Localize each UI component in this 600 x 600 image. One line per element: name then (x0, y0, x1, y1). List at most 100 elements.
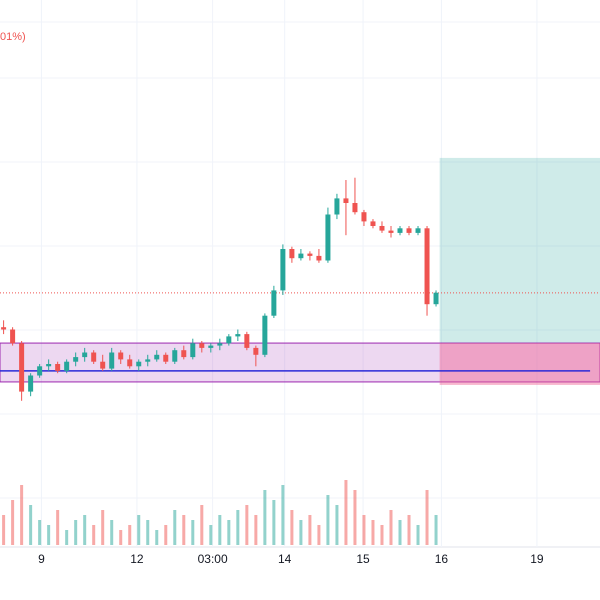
candle-body (289, 249, 295, 259)
x-tick-label: 16 (435, 552, 449, 566)
volume-bar (155, 530, 159, 545)
volume-bar (101, 510, 105, 545)
horizontal-grid (0, 21, 600, 499)
volume-bar (20, 485, 24, 545)
volume-bar (281, 485, 285, 545)
candle-body (55, 364, 61, 371)
candle-body (226, 336, 232, 344)
candle-body (325, 214, 331, 261)
x-tick-label: 03:00 (198, 552, 228, 566)
volume-bar (299, 520, 303, 545)
candle-body (37, 366, 43, 376)
candle-body (271, 290, 277, 316)
loss-zone (439, 343, 600, 385)
candle-body (10, 329, 16, 344)
volume-bar (119, 530, 123, 545)
volume-bar (371, 520, 375, 545)
volume-bar (335, 505, 339, 545)
volume-bar (362, 515, 366, 545)
candle-body (163, 354, 169, 362)
candle-body (145, 359, 151, 362)
candle-body (91, 352, 97, 362)
x-tick-label: 19 (530, 552, 544, 566)
volume-bar (92, 525, 96, 545)
candle-body (262, 315, 268, 355)
volume-bar (191, 520, 195, 545)
volume-bar (209, 525, 213, 545)
volume-bar (164, 525, 168, 545)
volume-bar (263, 490, 267, 545)
candle-body (280, 249, 286, 291)
candle-body (199, 343, 205, 348)
candle-body (424, 228, 430, 305)
candle-body (172, 350, 178, 362)
volume-bar (74, 520, 78, 545)
volume-bar (110, 520, 114, 545)
demand-zone (0, 342, 600, 383)
volume-bar (389, 510, 393, 545)
volume-bar (146, 520, 150, 545)
candle-body (370, 221, 376, 226)
candle-body (1, 327, 7, 330)
volume-bar (425, 490, 429, 545)
candle-body (388, 230, 394, 233)
candle-body (19, 343, 25, 392)
volume-bar (434, 515, 438, 545)
volume-bar (137, 515, 141, 545)
candle-body (100, 361, 106, 369)
candle-body (181, 350, 187, 358)
candle-body (379, 226, 385, 231)
candle-body (415, 228, 421, 233)
candle-body (217, 343, 223, 346)
candle-body (136, 361, 142, 367)
candle-body (307, 253, 313, 256)
volume-bar (47, 525, 51, 545)
candle-body (334, 198, 340, 215)
candle-body (208, 345, 214, 348)
volume-bar (272, 500, 276, 545)
volume-bar (182, 515, 186, 545)
candle-body (352, 203, 358, 213)
volume-bar (227, 520, 231, 545)
volume-bar (398, 520, 402, 545)
volume-bar (65, 530, 69, 545)
volume-bar (56, 510, 60, 545)
candle-body (109, 352, 115, 369)
candle-body (73, 357, 79, 362)
candle-body (127, 359, 133, 367)
volume-bar (236, 510, 240, 545)
x-tick-label: 14 (278, 552, 292, 566)
volume-bar (29, 505, 33, 545)
candle-body (316, 255, 322, 261)
volume-bar (407, 515, 411, 545)
candle-body (190, 343, 196, 358)
candle-body (433, 292, 439, 305)
volume-bar (290, 510, 294, 545)
candle-body (46, 364, 52, 367)
volume-bar (317, 525, 321, 545)
candle-body (28, 375, 34, 392)
candle-body (253, 347, 259, 355)
candle-body (298, 253, 304, 259)
candle-body (244, 334, 250, 348)
volume-bar (245, 505, 249, 545)
volume-bar (83, 515, 87, 545)
candle-body (118, 352, 124, 360)
volume-bar (173, 510, 177, 545)
volume-bar (128, 525, 132, 545)
x-tick-label: 12 (130, 552, 144, 566)
volume-bar (218, 515, 222, 545)
candle-body (64, 361, 70, 371)
volume-bar (200, 505, 204, 545)
volume-bar (2, 515, 6, 545)
candle-body (397, 228, 403, 233)
volume-bar (308, 515, 312, 545)
volume-bar (326, 495, 330, 545)
volume-bar (344, 480, 348, 545)
volume-bar (416, 525, 420, 545)
volume-bar (11, 500, 15, 545)
volume-bar (353, 490, 357, 545)
candle-body (343, 198, 349, 203)
